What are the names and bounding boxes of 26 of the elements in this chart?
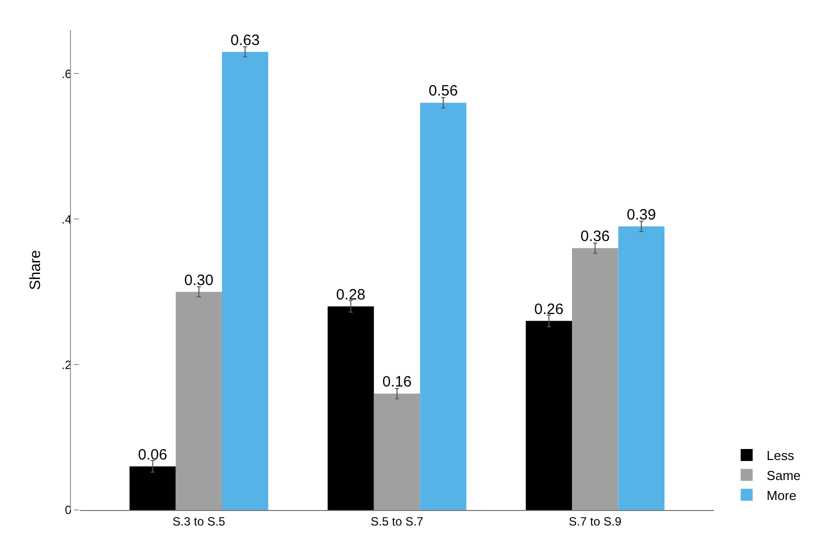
data-label: 0.39: [626, 206, 656, 224]
data-label: 0.16: [382, 374, 412, 391]
data-label: 0.36: [580, 228, 610, 246]
data-label: 0.56: [428, 82, 458, 100]
x-tick-label: S.5 to S.7: [370, 514, 424, 528]
legend-label: Less: [766, 448, 795, 464]
bar: [618, 226, 664, 510]
x-tick-label: S.7 to S.9: [568, 514, 622, 528]
data-label: 0.06: [138, 446, 168, 464]
legend-label: Same: [766, 468, 801, 483]
x-tick-label: S.3 to S.5: [172, 514, 226, 528]
data-label: 0.26: [534, 300, 564, 318]
bar: [328, 306, 374, 510]
bar: [176, 292, 222, 510]
data-label: 0.63: [230, 32, 260, 49]
y-tick-label: .4: [62, 212, 72, 226]
bar: [374, 394, 420, 510]
data-label: 0.30: [184, 272, 214, 289]
y-axis-title: Share: [27, 250, 44, 290]
bar: [420, 102, 466, 510]
bar: [222, 52, 268, 510]
bar: [130, 466, 176, 510]
legend-label: More: [766, 488, 796, 503]
bar: [572, 248, 618, 510]
bar: [526, 320, 572, 510]
data-label: 0.28: [336, 286, 366, 304]
